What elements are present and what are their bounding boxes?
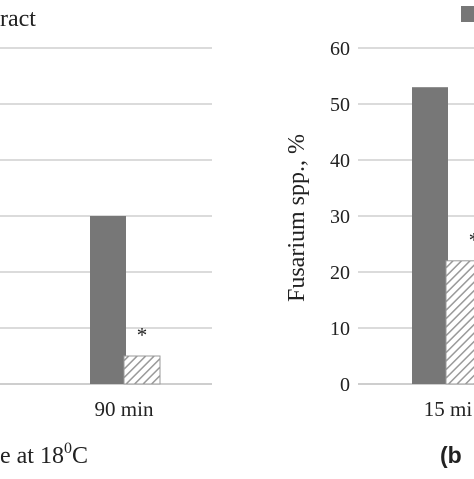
bars xyxy=(90,87,474,385)
significance-asterisk: * xyxy=(137,323,148,347)
bar-hatched xyxy=(445,260,474,385)
category-labels: 90 min 15 mi xyxy=(95,397,473,421)
significance-asterisk: * xyxy=(469,228,474,252)
category-label: 15 mi xyxy=(424,397,473,421)
y-tick-label: 20 xyxy=(330,262,350,284)
y-tick-label: 60 xyxy=(330,38,350,60)
bar-solid xyxy=(90,216,126,384)
y-tick-label: 0 xyxy=(340,374,350,396)
y-tick-labels: 0 10 20 30 40 50 60 xyxy=(330,38,350,396)
significance-markers: ** xyxy=(137,228,474,347)
y-tick-label: 30 xyxy=(330,206,350,228)
y-tick-label: 50 xyxy=(330,94,350,116)
y-axis-label: Fusarium spp., % xyxy=(284,134,310,302)
legend-swatch xyxy=(461,6,474,22)
bar-hatched xyxy=(123,355,161,385)
bar-solid xyxy=(412,87,448,384)
right-panel-label: (b xyxy=(440,442,462,468)
category-label: 90 min xyxy=(95,397,154,421)
legend-label-partial: ract xyxy=(0,6,36,32)
y-tick-label: 10 xyxy=(330,318,350,340)
left-caption: e at 180C xyxy=(0,440,88,469)
y-tick-label: 40 xyxy=(330,150,350,172)
